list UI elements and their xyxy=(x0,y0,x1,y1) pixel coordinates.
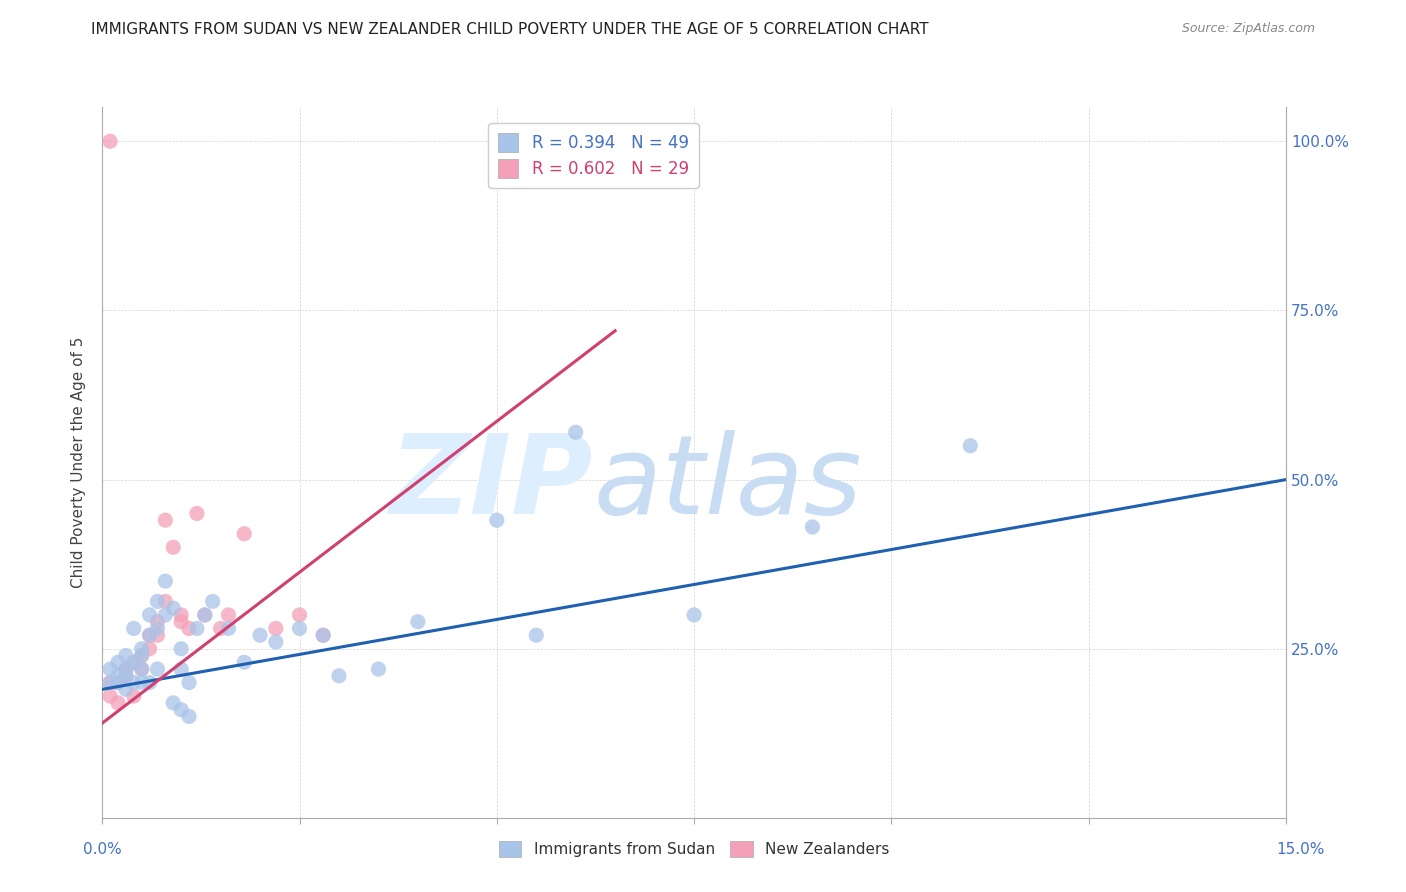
Point xyxy=(131,675,153,690)
Point xyxy=(218,607,240,622)
Point xyxy=(107,675,129,690)
Point xyxy=(177,709,200,723)
Legend: R = 0.394   N = 49, R = 0.602   N = 29: R = 0.394 N = 49, R = 0.602 N = 29 xyxy=(488,123,699,188)
Point xyxy=(146,662,169,676)
Point xyxy=(98,134,121,148)
Point xyxy=(138,628,160,642)
Point xyxy=(115,682,138,697)
Point xyxy=(201,594,224,608)
Point xyxy=(177,622,200,636)
Point xyxy=(194,607,217,622)
Point xyxy=(122,655,145,669)
Point xyxy=(209,622,232,636)
Point xyxy=(328,669,350,683)
Point xyxy=(107,696,129,710)
Point xyxy=(115,669,138,683)
Point xyxy=(186,622,208,636)
Point xyxy=(485,513,508,527)
Point xyxy=(115,648,138,663)
Point xyxy=(155,594,177,608)
Point xyxy=(155,607,177,622)
Point xyxy=(218,622,240,636)
Point xyxy=(146,615,169,629)
Point xyxy=(155,513,177,527)
Point xyxy=(564,425,586,440)
Point xyxy=(312,628,335,642)
Point xyxy=(131,662,153,676)
Y-axis label: Child Poverty Under the Age of 5: Child Poverty Under the Age of 5 xyxy=(72,337,86,589)
Point xyxy=(170,607,193,622)
Text: 15.0%: 15.0% xyxy=(1277,842,1324,856)
Point xyxy=(107,669,129,683)
Point xyxy=(131,648,153,663)
Point xyxy=(177,675,200,690)
Point xyxy=(406,615,429,629)
Point xyxy=(122,689,145,703)
Point xyxy=(288,622,311,636)
Point xyxy=(146,594,169,608)
Point xyxy=(249,628,271,642)
Point xyxy=(524,628,547,642)
Point xyxy=(233,655,256,669)
Point xyxy=(288,607,311,622)
Point xyxy=(162,601,184,615)
Text: IMMIGRANTS FROM SUDAN VS NEW ZEALANDER CHILD POVERTY UNDER THE AGE OF 5 CORRELAT: IMMIGRANTS FROM SUDAN VS NEW ZEALANDER C… xyxy=(91,22,929,37)
Point xyxy=(115,662,138,676)
Point xyxy=(146,628,169,642)
Point xyxy=(138,641,160,656)
Point xyxy=(186,507,208,521)
Point xyxy=(162,696,184,710)
Point xyxy=(170,615,193,629)
Point xyxy=(233,526,256,541)
Point xyxy=(312,628,335,642)
Point xyxy=(367,662,389,676)
Point xyxy=(122,675,145,690)
Point xyxy=(170,662,193,676)
Point xyxy=(959,439,981,453)
Point xyxy=(98,675,121,690)
Point xyxy=(683,607,706,622)
Point xyxy=(138,607,160,622)
Point xyxy=(170,703,193,717)
Point xyxy=(98,675,121,690)
Point xyxy=(107,675,129,690)
Point xyxy=(131,662,153,676)
Point xyxy=(98,689,121,703)
Point xyxy=(264,635,287,649)
Point xyxy=(115,669,138,683)
Point xyxy=(122,655,145,669)
Point xyxy=(162,541,184,555)
Point xyxy=(264,622,287,636)
Text: Source: ZipAtlas.com: Source: ZipAtlas.com xyxy=(1181,22,1315,36)
Point xyxy=(138,628,160,642)
Point xyxy=(155,574,177,588)
Text: ZIP: ZIP xyxy=(389,431,593,538)
Point xyxy=(98,662,121,676)
Point xyxy=(138,675,160,690)
Point xyxy=(115,662,138,676)
Text: atlas: atlas xyxy=(593,431,862,538)
Point xyxy=(131,648,153,663)
Point xyxy=(107,655,129,669)
Point xyxy=(122,622,145,636)
Point xyxy=(194,607,217,622)
Point xyxy=(146,622,169,636)
Point xyxy=(131,641,153,656)
Text: 0.0%: 0.0% xyxy=(83,842,122,856)
Point xyxy=(170,641,193,656)
Point xyxy=(801,520,824,534)
